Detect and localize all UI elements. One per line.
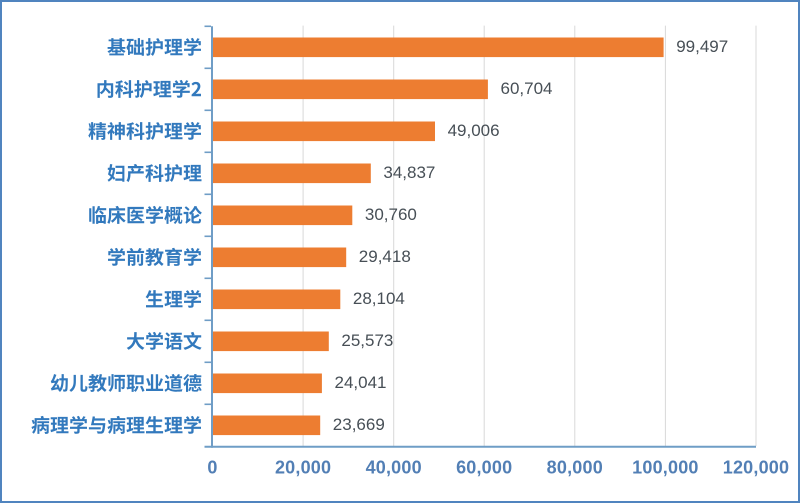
svg-text:60,000: 60,000 <box>456 457 512 477</box>
svg-text:25,573: 25,573 <box>341 331 393 350</box>
svg-text:0: 0 <box>207 457 217 477</box>
svg-text:28,104: 28,104 <box>353 289 405 308</box>
svg-text:120,000: 120,000 <box>723 457 789 477</box>
svg-text:34,837: 34,837 <box>383 163 435 182</box>
svg-text:49,006: 49,006 <box>448 121 500 140</box>
svg-text:99,497: 99,497 <box>676 37 728 56</box>
svg-text:23,669: 23,669 <box>333 415 385 434</box>
svg-text:40,000: 40,000 <box>366 457 422 477</box>
svg-text:20,000: 20,000 <box>275 457 331 477</box>
svg-text:24,041: 24,041 <box>335 373 387 392</box>
svg-text:30,760: 30,760 <box>365 205 417 224</box>
svg-text:29,418: 29,418 <box>359 247 411 266</box>
svg-text:60,704: 60,704 <box>501 79 553 98</box>
svg-text:100,000: 100,000 <box>632 457 698 477</box>
svg-text:80,000: 80,000 <box>547 457 603 477</box>
